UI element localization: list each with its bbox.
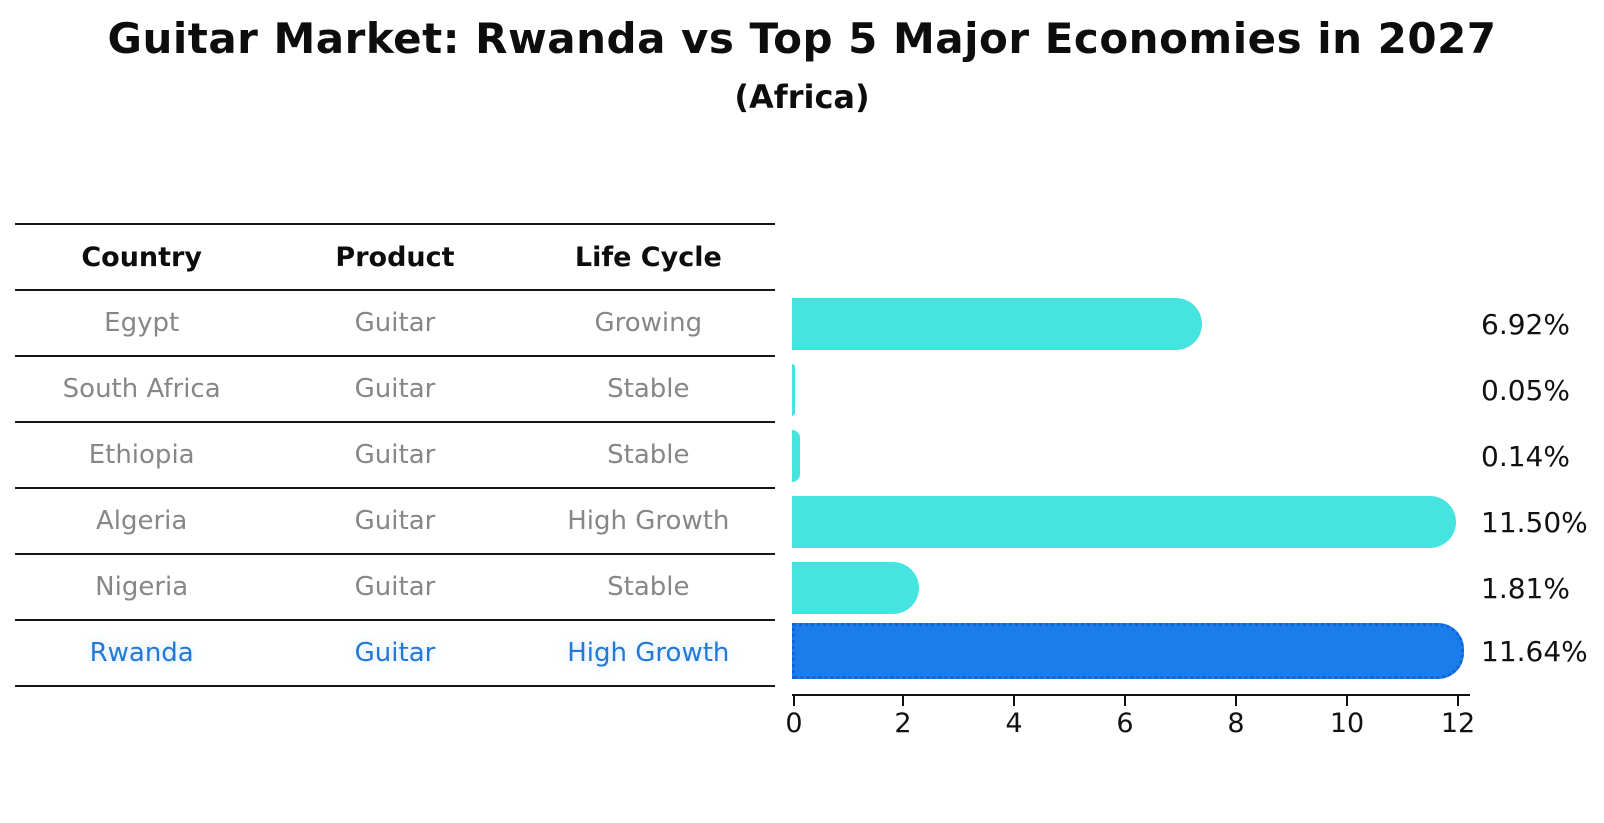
- x-axis: 0 2 4 6 8 10 12: [785, 694, 1475, 750]
- x-tick-label: 2: [894, 708, 912, 739]
- x-tick-label: 10: [1329, 708, 1365, 739]
- column-header-product: Product: [335, 241, 455, 273]
- table-row-nigeria: Nigeria Guitar Stable: [15, 555, 775, 621]
- cell-country: Nigeria: [95, 572, 189, 602]
- cell-life-cycle: Stable: [607, 572, 690, 602]
- x-tick: [1013, 696, 1015, 706]
- cell-country: Ethiopia: [88, 440, 195, 470]
- table-row-algeria: Algeria Guitar High Growth: [15, 489, 775, 555]
- x-tick-label: 12: [1440, 708, 1476, 739]
- x-tick: [793, 696, 795, 706]
- plot-area: [792, 291, 1464, 695]
- value-label-algeria: 11.50%: [1481, 506, 1588, 539]
- cell-life-cycle: High Growth: [567, 506, 730, 536]
- cell-product: Guitar: [354, 374, 436, 404]
- table-row-egypt: Egypt Guitar Growing: [15, 291, 775, 357]
- x-tick: [1124, 696, 1126, 706]
- chart-subtitle: (Africa): [734, 78, 870, 116]
- value-label-egypt: 6.92%: [1481, 308, 1570, 341]
- cell-life-cycle: High Growth: [567, 638, 730, 668]
- table-header-row: Country Product Life Cycle: [15, 225, 775, 291]
- bar-egypt: [792, 298, 1203, 350]
- table-row-south-africa: South Africa Guitar Stable: [15, 357, 775, 423]
- x-tick: [902, 696, 904, 706]
- bar-algeria: [792, 496, 1457, 548]
- cell-country: South Africa: [62, 374, 221, 404]
- cell-country: Egypt: [104, 308, 180, 338]
- value-label-rwanda: 11.64%: [1481, 635, 1588, 668]
- cell-life-cycle: Stable: [607, 374, 690, 404]
- value-label-nigeria: 1.81%: [1481, 572, 1570, 605]
- bar-ethiopia: [792, 430, 800, 482]
- cell-life-cycle: Stable: [607, 440, 690, 470]
- x-tick-label: 0: [785, 708, 803, 739]
- cell-life-cycle: Growing: [594, 308, 703, 338]
- table-row-rwanda: Rwanda Guitar High Growth: [15, 621, 775, 687]
- column-header-life-cycle: Life Cycle: [574, 241, 722, 273]
- bar-nigeria: [792, 562, 919, 614]
- chart-title: Guitar Market: Rwanda vs Top 5 Major Eco…: [107, 14, 1497, 63]
- value-label-south-africa: 0.05%: [1481, 374, 1570, 407]
- column-header-country: Country: [81, 241, 202, 273]
- cell-product: Guitar: [354, 572, 436, 602]
- bar-rwanda-highlighted: [792, 623, 1464, 679]
- x-tick: [1346, 696, 1348, 706]
- country-table: Country Product Life Cycle Egypt Guitar …: [15, 223, 775, 687]
- bar-south-africa: [792, 364, 795, 416]
- cell-country: Algeria: [95, 506, 188, 536]
- cell-product: Guitar: [354, 308, 436, 338]
- cell-product: Guitar: [354, 506, 436, 536]
- x-tick: [1457, 696, 1459, 706]
- value-label-ethiopia: 0.14%: [1481, 440, 1570, 473]
- x-tick-label: 8: [1227, 708, 1245, 739]
- cell-product: Guitar: [354, 638, 436, 668]
- x-tick-label: 4: [1005, 708, 1023, 739]
- cell-product: Guitar: [354, 440, 436, 470]
- x-axis-line: [792, 694, 1470, 696]
- x-tick-label: 6: [1116, 708, 1134, 739]
- table-row-ethiopia: Ethiopia Guitar Stable: [15, 423, 775, 489]
- cell-country: Rwanda: [89, 638, 194, 668]
- x-tick: [1235, 696, 1237, 706]
